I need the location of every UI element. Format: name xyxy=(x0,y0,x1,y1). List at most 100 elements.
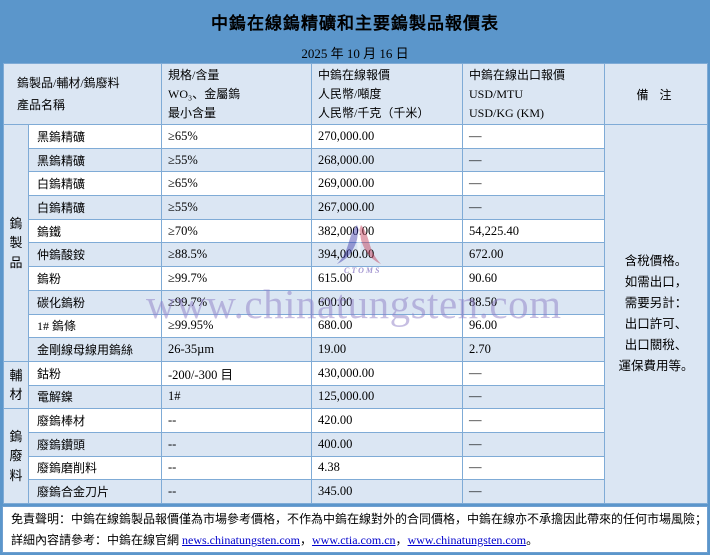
category-auxiliary-materials: 輔材 xyxy=(3,360,29,410)
usd-price-cell: — xyxy=(462,431,606,457)
cny-price-cell: 382,000.00 xyxy=(311,218,464,244)
usd-price-cell: — xyxy=(462,408,606,433)
table-row: 白鎢精礦 ≥65% 269,000.00 — xyxy=(4,171,708,197)
cny-price-cell: 600.00 xyxy=(311,289,464,315)
usd-price-cell: 672.00 xyxy=(462,242,606,268)
cny-price-cell: 4.38 xyxy=(311,455,464,481)
cny-price-cell: 680.00 xyxy=(311,313,464,339)
usd-price-cell: — xyxy=(462,124,606,149)
table-row: 廢鎢鑽頭 -- 400.00 — xyxy=(4,431,708,457)
table-row: 白鎢精礦 ≥55% 267,000.00 — xyxy=(4,195,708,220)
usd-price-cell: — xyxy=(462,195,606,220)
product-name-cell: 廢鎢磨削料 xyxy=(27,455,163,481)
spec-cell: ≥99.7% xyxy=(161,289,313,315)
product-name-cell: 鎢鐵 xyxy=(27,218,163,244)
header-product-name: 鎢製品/輔材/鎢廢料 產品名稱 xyxy=(2,63,163,125)
product-name-cell: 白鎢精礦 xyxy=(27,171,163,197)
usd-price-cell: 88.50 xyxy=(462,289,606,315)
disclaimer-line2: 詳細內容請參考：中鎢在線官網 news.chinatungsten.com，ww… xyxy=(11,533,539,547)
cny-price-cell: 420.00 xyxy=(311,408,464,433)
usd-price-cell: — xyxy=(462,455,606,481)
product-name-cell: 電解鎳 xyxy=(27,384,163,410)
spec-cell: -- xyxy=(161,431,313,457)
spec-cell: ≥88.5% xyxy=(161,242,313,268)
table-row: 鎢鐵 ≥70% 382,000.00 54,225.40 xyxy=(4,218,708,244)
header-cny-price: 中鎢在線報價 人民幣/噸度 人民幣/千克（千米） xyxy=(311,63,464,125)
spec-cell: -- xyxy=(161,479,313,504)
spec-cell: ≥99.7% xyxy=(161,266,313,291)
product-name-cell: 仲鎢酸銨 xyxy=(27,242,163,268)
header-row: 鎢製品/輔材/鎢廢料 產品名稱 規格/含量 WO₃、金屬鎢 最小含量 中鎢在線報… xyxy=(2,63,709,125)
link-chinatungsten[interactable]: www.chinatungsten.com xyxy=(407,533,527,547)
cny-price-cell: 394,000.00 xyxy=(311,242,464,268)
price-table: 鎢製品/輔材/鎢廢料 產品名稱 規格/含量 WO₃、金屬鎢 最小含量 中鎢在線報… xyxy=(2,63,709,504)
link-news-chinatungsten[interactable]: news.chinatungsten.com xyxy=(182,533,300,547)
cny-price-cell: 125,000.00 xyxy=(311,384,464,410)
table-row: 碳化鎢粉 ≥99.7% 600.00 88.50 xyxy=(4,289,708,315)
table-row: 廢鎢磨削料 -- 4.38 — xyxy=(4,455,708,481)
product-name-cell: 碳化鎢粉 xyxy=(27,289,163,315)
spec-cell: 26-35µm xyxy=(161,337,313,362)
page-title: 中鎢在線鎢精礦和主要鎢製品報價表 xyxy=(211,14,499,33)
report-date: 2025 年 10 月 16 日 xyxy=(301,46,409,61)
spec-cell: 1# xyxy=(161,384,313,410)
usd-price-cell: 54,225.40 xyxy=(462,218,606,244)
cny-price-cell: 345.00 xyxy=(311,479,464,504)
header-spec: 規格/含量 WO₃、金屬鎢 最小含量 xyxy=(161,63,313,125)
disclaimer-footer: 免責聲明：中鎢在線鎢製品報價僅為市場參考價格，不作為中鎢在線對外的合同價格，中鎢… xyxy=(2,506,708,553)
header-remark: 備 注 xyxy=(604,63,709,125)
header-export-price: 中鎢在線出口報價 USD/MTU USD/KG (KM) xyxy=(462,63,606,125)
usd-price-cell: — xyxy=(462,384,606,410)
table-row: 黑鎢精礦 ≥55% 268,000.00 — xyxy=(4,147,708,173)
spec-cell: -- xyxy=(161,408,313,433)
product-name-cell: 鈷粉 xyxy=(27,360,163,386)
spec-cell: ≥55% xyxy=(161,147,313,173)
link-ctia[interactable]: www.ctia.com.cn xyxy=(312,533,396,547)
usd-price-cell: 2.70 xyxy=(462,337,606,362)
cny-price-cell: 19.00 xyxy=(311,337,464,362)
cny-price-cell: 615.00 xyxy=(311,266,464,291)
table-row: 鎢粉 ≥99.7% 615.00 90.60 xyxy=(4,266,708,291)
spec-cell: ≥99.95% xyxy=(161,313,313,339)
spec-cell: -- xyxy=(161,455,313,481)
disclaimer-line1: 免責聲明：中鎢在線鎢製品報價僅為市場參考價格，不作為中鎢在線對外的合同價格，中鎢… xyxy=(11,512,708,526)
cny-price-cell: 267,000.00 xyxy=(311,195,464,220)
cny-price-cell: 400.00 xyxy=(311,431,464,457)
cny-price-cell: 270,000.00 xyxy=(311,124,464,149)
product-name-cell: 廢鎢棒材 xyxy=(27,408,163,433)
spec-cell: ≥65% xyxy=(161,124,313,149)
product-name-cell: 廢鎢合金刀片 xyxy=(27,479,163,504)
table-row: 輔材 鈷粉 -200/-300 目 430,000.00 — xyxy=(3,360,708,410)
table-row: 金剛線母線用鎢絲 26-35µm 19.00 2.70 xyxy=(4,337,708,362)
spec-cell: -200/-300 目 xyxy=(161,360,313,386)
table-row: 仲鎢酸銨 ≥88.5% 394,000.00 672.00 xyxy=(4,242,708,268)
spec-cell: ≥55% xyxy=(161,195,313,220)
usd-price-cell: 96.00 xyxy=(462,313,606,339)
remark-cell: 含稅價格。 如需出口， 需要另計： 出口許可、 出口關稅、 運保費用等。 xyxy=(604,124,709,504)
table-row: 鎢廢料 廢鎢棒材 -- 420.00 — xyxy=(3,408,708,504)
cny-price-cell: 430,000.00 xyxy=(311,360,464,386)
table-row: 1# 鎢條 ≥99.95% 680.00 96.00 xyxy=(4,313,708,339)
usd-price-cell: — xyxy=(462,171,606,197)
usd-price-cell: 90.60 xyxy=(462,266,606,291)
table-row: 電解鎳 1# 125,000.00 — xyxy=(4,384,708,410)
cny-price-cell: 268,000.00 xyxy=(311,147,464,173)
product-name-cell: 白鎢精礦 xyxy=(27,195,163,220)
product-name-cell: 廢鎢鑽頭 xyxy=(27,431,163,457)
table-row: 鎢製品 黑鎢精礦 ≥65% 270,000.00 — 含稅價格。 如需出口， 需… xyxy=(3,124,709,504)
product-name-cell: 鎢粉 xyxy=(27,266,163,291)
table-row: 廢鎢合金刀片 -- 345.00 — xyxy=(4,479,708,504)
product-name-cell: 黑鎢精礦 xyxy=(27,147,163,173)
spec-cell: ≥70% xyxy=(161,218,313,244)
product-name-cell: 黑鎢精礦 xyxy=(27,124,163,149)
usd-price-cell: — xyxy=(462,147,606,173)
usd-price-cell: — xyxy=(462,360,606,386)
category-tungsten-scrap: 鎢廢料 xyxy=(3,408,29,504)
product-name-cell: 金剛線母線用鎢絲 xyxy=(27,337,163,362)
category-tungsten-products: 鎢製品 xyxy=(3,124,29,362)
usd-price-cell: — xyxy=(462,479,606,504)
product-name-cell: 1# 鎢條 xyxy=(27,313,163,339)
spec-cell: ≥65% xyxy=(161,171,313,197)
cny-price-cell: 269,000.00 xyxy=(311,171,464,197)
